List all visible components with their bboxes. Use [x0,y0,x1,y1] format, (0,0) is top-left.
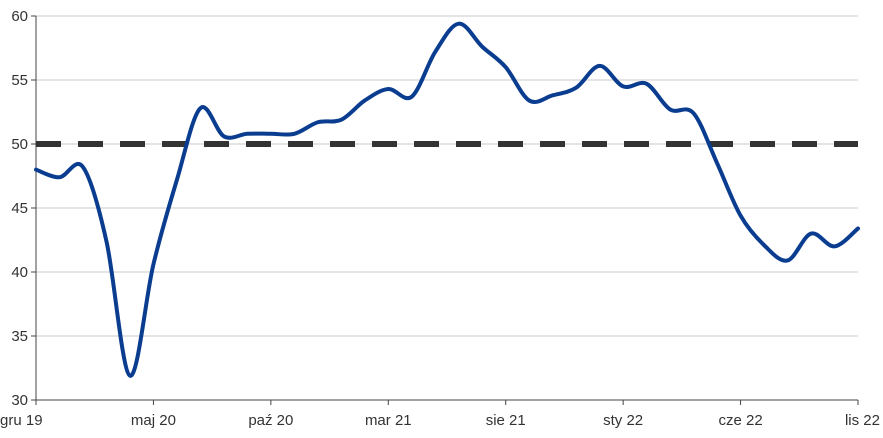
series-layer [34,21,860,378]
y-axis-tick-labels: 30 35 40 45 50 55 60 [11,8,36,409]
gridlines [36,15,858,337]
y-tick-label: 45 [11,200,28,217]
x-tick-label: maj 20 [131,412,176,429]
x-tick-label: paź 20 [248,412,293,429]
series-line [34,21,860,378]
x-tick-label: lis 22 [845,412,880,429]
x-tick-label: gru 19 [0,412,43,429]
y-tick-label: 55 [11,72,28,89]
x-tick-label: mar 21 [365,412,412,429]
x-tick-label: sty 22 [603,412,643,429]
y-tick-label: 60 [11,8,28,25]
axes [35,16,858,401]
x-tick-label: sie 21 [486,412,526,429]
x-axis-tick-labels: gru 19 maj 20 paź 20 mar 21 sie 21 sty 22 cze … [0,400,880,429]
x-tick-label: cze 22 [718,412,762,429]
y-tick-label: 30 [11,392,28,409]
y-tick-label: 50 [11,136,28,153]
y-tick-label: 40 [11,264,28,281]
y-tick-label: 35 [11,328,28,345]
